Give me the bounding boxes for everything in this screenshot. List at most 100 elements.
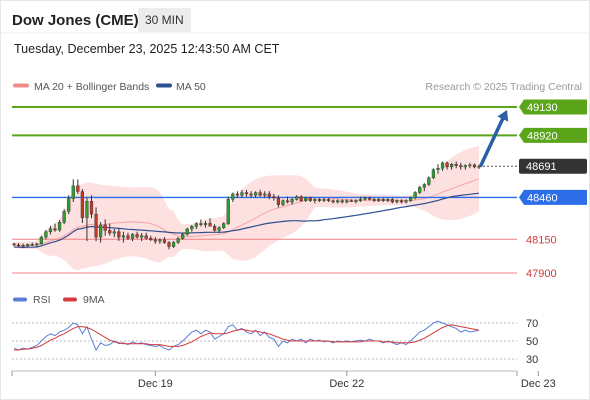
candle-body (349, 200, 353, 202)
candle-body (167, 242, 171, 247)
candle-body (308, 197, 312, 201)
candle-body (94, 213, 98, 238)
candle-body (130, 234, 135, 239)
candle-body (440, 162, 445, 169)
candle-body (258, 192, 262, 196)
candle-body (57, 222, 62, 231)
resistance-tag-label-48920: 48920 (527, 130, 558, 142)
ma20-legend-swatch (13, 83, 29, 88)
rsi-legend-swatch (13, 297, 27, 302)
candle-body (144, 235, 148, 239)
candle-body (171, 242, 176, 247)
candle-body (99, 224, 103, 238)
support-label-48150: 48150 (526, 234, 557, 246)
instrument-title: Dow Jones (CME) (12, 12, 139, 29)
candle-body (459, 165, 463, 168)
candle-body (117, 231, 121, 238)
candle-body (26, 244, 30, 247)
candle-body (30, 244, 34, 246)
pivot-tag-48460 (519, 189, 587, 205)
x-tick-label-dec-22: Dec 22 (329, 378, 364, 390)
candle-body (203, 223, 208, 225)
candle-body (395, 200, 399, 203)
timeframe-button[interactable]: 30 MIN (138, 8, 191, 32)
rsi-ma-legend-swatch (63, 297, 77, 302)
candle-body (409, 197, 413, 201)
candle-body (235, 193, 239, 196)
candle-body (162, 239, 167, 243)
candle-body (103, 224, 107, 231)
candle-body (108, 230, 112, 234)
resistance-tag-49130 (519, 99, 587, 115)
support-label-47900: 47900 (526, 268, 557, 280)
candle-body (418, 186, 422, 193)
candle-body (76, 185, 80, 192)
candle-body (244, 192, 249, 195)
candle-body (399, 200, 404, 203)
candle-body (222, 223, 226, 228)
candle-body (304, 197, 308, 201)
candle-body (199, 223, 203, 225)
candle-body (322, 199, 326, 201)
candlesticks (12, 161, 481, 250)
forecast-arrow (479, 110, 509, 167)
candle-body (299, 196, 303, 201)
candle-body (158, 239, 162, 242)
candle-body (226, 199, 230, 224)
candle-body (176, 238, 180, 243)
candle-body (240, 192, 244, 196)
candle-body (62, 211, 66, 223)
candle-body (317, 199, 322, 201)
candle-body (85, 201, 89, 218)
candle-body (208, 223, 212, 227)
rsi-ma-line (14, 324, 480, 351)
candle-body (194, 223, 198, 227)
rsi-legend-label: RSI (33, 294, 51, 306)
forecast-arrow-head (497, 110, 509, 122)
candle-body (121, 235, 126, 238)
candle-body (267, 193, 271, 197)
rsi-ma-legend-label: 9MA (83, 294, 105, 306)
candle-body (39, 236, 43, 245)
candle-body (281, 200, 285, 205)
level-tags: 49130 48920 48691 48460 48150 47900 (519, 99, 587, 280)
candle-body (254, 192, 258, 196)
candle-body (12, 243, 16, 246)
candle-body (381, 199, 385, 201)
rsi-line (13, 320, 480, 352)
ma50-legend-label: MA 50 (176, 81, 206, 93)
candle-body (48, 228, 53, 232)
candle-body (71, 185, 75, 199)
candle-body (272, 196, 276, 199)
candle-body (140, 235, 144, 238)
x-axis-ticks: Dec 19 Dec 22 Dec 23 (11, 371, 556, 390)
candle-body (345, 200, 349, 203)
main-legend: MA 20 + Bollinger Bands MA 50 Research ©… (13, 81, 582, 93)
candle-body (290, 199, 294, 203)
candle-body (450, 164, 454, 168)
candle-body (313, 199, 317, 201)
rsi-tick-label-70: 70 (526, 318, 538, 330)
rsi-panel: 70 50 30 (12, 318, 538, 366)
candle-body (386, 199, 390, 201)
ma50-legend-swatch (156, 83, 172, 88)
candle-body (340, 200, 344, 203)
candle-body (126, 235, 130, 239)
rsi-legend: RSI 9MA (13, 294, 105, 306)
candle-body (354, 200, 358, 202)
candle-body (67, 198, 71, 212)
candle-body (413, 192, 417, 199)
candle-body (377, 199, 381, 201)
candle-body (190, 226, 194, 230)
candle-body (372, 199, 376, 201)
candle-body (326, 199, 331, 201)
candle-body (89, 201, 94, 215)
candle-body (431, 169, 436, 178)
candle-body (16, 244, 21, 247)
candle-body (249, 193, 253, 196)
candle-body (135, 234, 139, 238)
forecast-arrow-shaft (479, 114, 506, 167)
candle-body (295, 196, 299, 200)
candle-body (217, 227, 221, 231)
